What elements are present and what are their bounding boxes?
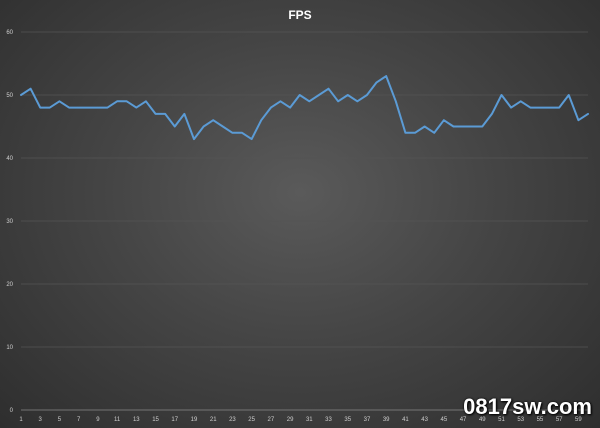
x-tick-label: 57 — [556, 417, 563, 423]
x-tick-label: 3 — [39, 417, 43, 423]
x-tick-label: 17 — [171, 417, 178, 423]
x-tick-label: 39 — [383, 417, 390, 423]
x-tick-label: 27 — [268, 417, 275, 423]
x-tick-label: 19 — [191, 417, 198, 423]
x-tick-label: 41 — [402, 417, 409, 423]
x-tick-label: 31 — [306, 417, 313, 423]
y-tick-label: 20 — [6, 282, 13, 288]
x-tick-label: 29 — [287, 417, 294, 423]
x-tick-label: 15 — [152, 417, 159, 423]
x-tick-label: 55 — [537, 417, 544, 423]
x-tick-label: 23 — [229, 417, 236, 423]
x-tick-label: 53 — [517, 417, 524, 423]
x-tick-label: 9 — [96, 417, 100, 423]
x-tick-label: 37 — [364, 417, 371, 423]
x-tick-label: 21 — [210, 417, 217, 423]
x-tick-label: 47 — [460, 417, 467, 423]
x-tick-label: 13 — [133, 417, 140, 423]
x-tick-label: 59 — [575, 417, 582, 423]
series-line-0 — [20, 75, 589, 141]
x-tick-label: 11 — [114, 417, 121, 423]
x-tick-label: 35 — [344, 417, 351, 423]
x-tick-label: 25 — [248, 417, 255, 423]
x-tick-label: 43 — [421, 417, 428, 423]
y-tick-label: 0 — [10, 408, 14, 414]
x-tick-label: 45 — [441, 417, 448, 423]
x-tick-label: 7 — [77, 417, 81, 423]
x-tick-label: 33 — [325, 417, 332, 423]
y-tick-label: 40 — [6, 156, 13, 162]
y-tick-label: 10 — [6, 345, 13, 351]
site-watermark: 0817sw.com — [463, 394, 592, 419]
y-tick-label: 30 — [6, 219, 13, 225]
x-tick-label: 49 — [479, 417, 486, 423]
chart-title: FPS — [288, 8, 312, 22]
y-tick-label: 60 — [6, 30, 13, 36]
x-tick-label: 51 — [498, 417, 505, 423]
y-tick-label: 50 — [6, 93, 13, 99]
x-tick-label: 1 — [19, 417, 23, 423]
x-tick-label: 5 — [58, 417, 62, 423]
